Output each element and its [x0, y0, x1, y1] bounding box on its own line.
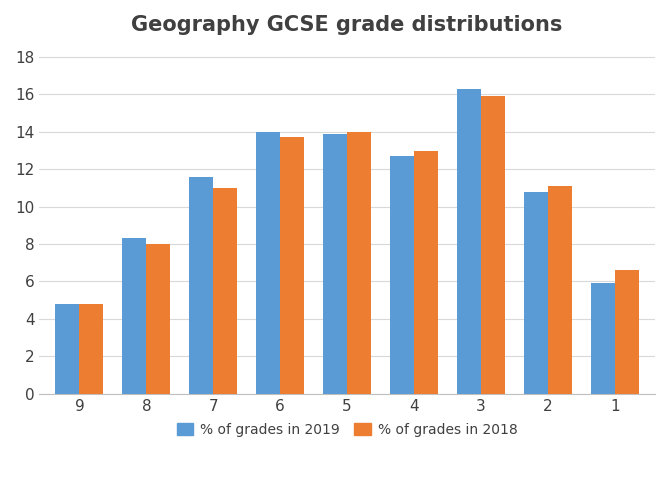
- Bar: [481, 96, 505, 394]
- Bar: [280, 137, 304, 394]
- Bar: [213, 188, 237, 394]
- Bar: [548, 186, 572, 394]
- Bar: [256, 132, 280, 394]
- Bar: [457, 89, 481, 394]
- Bar: [122, 239, 146, 394]
- Bar: [591, 283, 615, 394]
- Bar: [323, 134, 347, 394]
- Bar: [390, 156, 414, 394]
- Bar: [414, 150, 438, 394]
- Title: Geography GCSE grade distributions: Geography GCSE grade distributions: [131, 15, 563, 35]
- Bar: [79, 304, 103, 394]
- Bar: [524, 192, 548, 394]
- Bar: [56, 304, 79, 394]
- Legend: % of grades in 2019, % of grades in 2018: % of grades in 2019, % of grades in 2018: [172, 417, 523, 442]
- Bar: [615, 270, 639, 394]
- Bar: [347, 132, 371, 394]
- Bar: [189, 177, 213, 394]
- Bar: [146, 244, 170, 394]
